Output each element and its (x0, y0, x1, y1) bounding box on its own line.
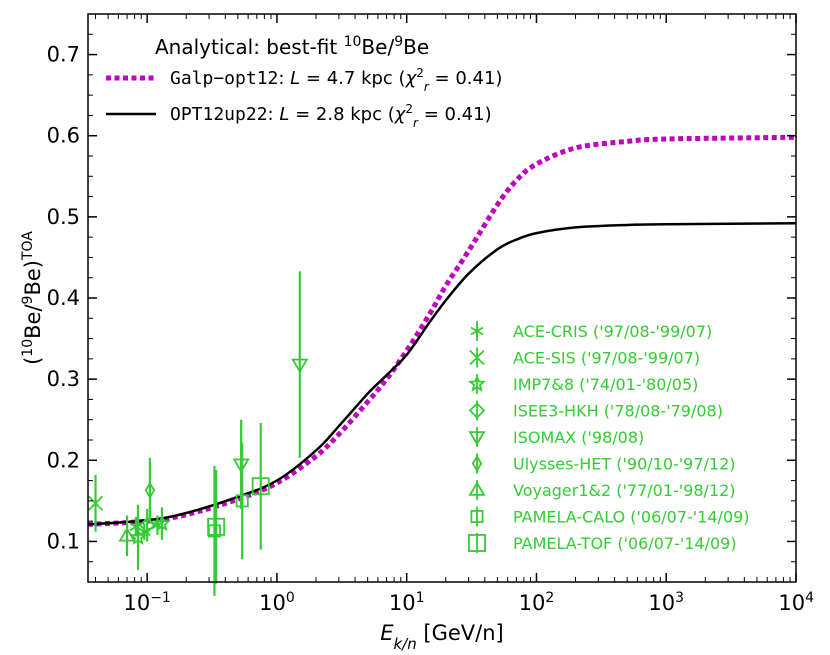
plot-area (88, 14, 796, 582)
legend-entry: ACE-SIS ('97/08-'99/07) (513, 349, 700, 368)
y-tick-label: 0.1 (47, 529, 80, 553)
x-tick-label: 103 (648, 590, 684, 615)
legend-entry: PAMELA-CALO ('06/07-'14/09) (513, 508, 750, 527)
legend-entry: ISEE3-HKH ('78/08-'79/08) (513, 402, 723, 421)
legend-label-galp: Galp−opt12: L = 4.7 kpc (χ2r = 0.41) (170, 66, 502, 94)
x-tick-label: 104 (778, 590, 814, 615)
x-tick-label: 10−1 (123, 590, 170, 615)
data-point (235, 494, 249, 508)
data-point (144, 481, 156, 500)
data-point (138, 516, 156, 534)
model-curves (87, 134, 797, 527)
data-point (153, 514, 171, 532)
data-point (291, 358, 309, 374)
y-tick-label: 0.4 (47, 286, 80, 310)
model-legend: Analytical: best-fit 10Be/9Be Galp−opt12… (106, 34, 502, 130)
data-point (207, 517, 226, 536)
data-point (251, 477, 270, 496)
legend-marker (470, 509, 484, 523)
legend-entry: Voyager1&2 ('77/01-'98/12) (513, 481, 736, 500)
legend-label-opt12up22: OPT12up22: L = 2.8 kpc (χ2r = 0.41) (170, 102, 492, 130)
y-tick-label: 0.2 (47, 448, 80, 472)
legend-marker (468, 402, 486, 419)
model-curve-opt12up22 (87, 222, 797, 526)
y-tick-label: 0.7 (47, 43, 80, 67)
legend-marker (470, 324, 484, 338)
legend-marker (468, 534, 486, 552)
legend-entry: IMP7&8 ('74/01-'80/05) (513, 375, 698, 394)
legend-entry: ISOMAX ('98/08) (513, 428, 644, 447)
data-point (118, 526, 136, 542)
legend-entry: Ulysses-HET ('90/10-'97/12) (513, 455, 736, 474)
legend-marker (468, 431, 486, 446)
axis-ticks: 10−1 100 101 102 103 104 0.1 0.2 0.3 0.4 0.5 0.6 0.7 (47, 13, 814, 615)
x-tick-label: 102 (519, 590, 555, 615)
y-tick-label: 0.3 (47, 367, 80, 391)
y-tick-label: 0.5 (47, 205, 80, 229)
legend-entry: PAMELA-TOF ('06/07-'14/09) (513, 534, 737, 553)
plot-frame (87, 13, 797, 583)
x-tick-label: 101 (389, 590, 425, 615)
x-tick-label: 100 (259, 590, 295, 615)
legend-title: Analytical: best-fit 10Be/9Be (155, 34, 429, 59)
data-point (87, 495, 104, 511)
data-points (87, 271, 309, 596)
data-point (129, 528, 147, 545)
data-legend: ACE-CRIS ('97/08-'99/07) ACE-SIS ('97/08-… (468, 321, 750, 553)
y-axis-label: (10Be/9Be)TOA (20, 231, 45, 365)
legend-marker (469, 349, 485, 366)
y-tick-label: 0.6 (47, 124, 80, 148)
legend-marker (468, 481, 486, 496)
legend-marker (468, 374, 486, 392)
model-curve-galp (87, 134, 797, 527)
x-axis-label: Ek/n [GeV/n] (380, 621, 504, 653)
legend-entry: ACE-CRIS ('97/08-'99/07) (513, 322, 712, 341)
legend-marker (471, 454, 483, 473)
